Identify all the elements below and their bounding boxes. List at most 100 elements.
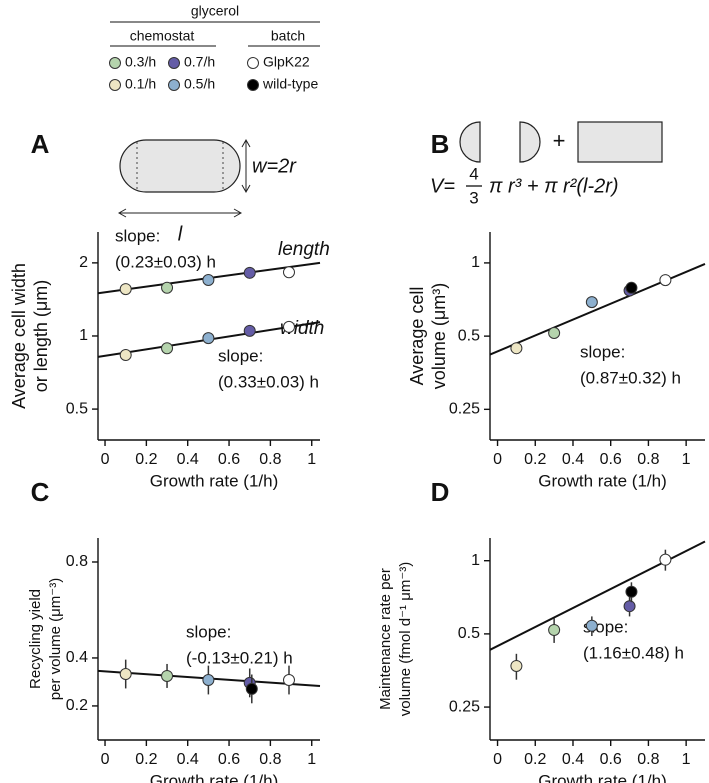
data-point [548,327,561,340]
x-tick-label: 0 [101,751,110,768]
slope-annotation: (0.87±0.32) h [580,368,681,387]
x-tick-label: 0.8 [637,751,659,768]
legend-group-title: batch [271,28,305,44]
y-axis-label: Average cell width [9,263,29,409]
data-point [585,296,598,309]
y-axis-label: Recycling yield [27,589,44,689]
data-point [161,281,174,294]
y-tick-label: 1 [471,254,480,271]
legend-swatch [168,79,180,91]
x-tick-label: 1 [682,751,691,768]
panel-letter: A [31,129,50,159]
x-tick-label: 0.8 [637,451,659,468]
data-point [202,274,215,287]
panel-letter: C [31,477,50,507]
y-tick-label: 0.8 [66,553,88,570]
legend-label: 0.3/h [125,54,156,70]
slope-annotation: (0.23±0.03) h [115,252,216,271]
slope-annotation: (-0.13±0.21) h [186,648,293,667]
y-axis-label: volume (μm³) [429,283,449,389]
x-tick-label: 0.8 [259,751,281,768]
x-axis-label: Growth rate (1/h) [538,771,667,783]
x-tick-label: 0.6 [600,751,622,768]
legend-swatch [168,57,180,69]
arrow-head [117,208,243,218]
x-tick-label: 0.6 [218,751,240,768]
y-tick-label: 0.5 [458,625,480,642]
y-tick-label: 0.25 [449,698,480,715]
formula: π r³ + π r²(l-2r) [489,175,619,197]
legend-label: 0.7/h [184,54,215,70]
data-point [282,674,295,687]
legend-swatch [109,57,121,69]
x-tick-label: 0.4 [177,751,199,768]
formula: 4 [469,164,478,183]
data-point [625,281,638,294]
slope-annotation: slope: [115,226,160,245]
diagram-label: + [553,128,566,153]
diagram-label: w=2r [252,155,297,177]
legend-title: glycerol [191,3,239,19]
arrow-head [241,138,251,194]
y-tick-label: 0.5 [66,400,88,417]
x-tick-label: 0.6 [218,451,240,468]
legend-label: 0.5/h [184,76,215,92]
data-point [659,553,672,566]
x-tick-label: 0 [101,451,110,468]
formula: 3 [469,188,478,207]
y-tick-label: 2 [79,254,88,271]
slope-annotation: (1.16±0.48) h [583,643,684,662]
y-tick-label: 0.4 [66,649,88,666]
data-point [659,274,672,287]
cylinder [577,121,663,163]
data-point [282,320,295,333]
legend-label: wild-type [262,76,318,92]
y-tick-label: 1 [79,327,88,344]
data-point [623,600,636,613]
data-point [202,674,215,687]
y-axis-label: Average cell [407,287,427,386]
x-tick-label: 1 [307,451,316,468]
data-point [585,619,598,632]
slope-annotation: slope: [218,346,263,365]
x-tick-label: 0.4 [177,451,199,468]
series-name: length [278,239,330,260]
panel-letter: B [431,129,450,159]
y-tick-label: 0.25 [449,401,480,418]
legend-swatch [247,57,259,69]
hemisphere [459,121,481,163]
legend-label: 0.1/h [125,76,156,92]
x-tick-label: 0 [493,751,502,768]
fit-line [489,263,706,356]
x-tick-label: 0.2 [524,451,546,468]
data-point [119,283,132,296]
x-tick-label: 0 [493,451,502,468]
data-point [161,669,174,682]
data-point [161,342,174,355]
x-tick-label: 1 [307,751,316,768]
data-point [510,342,523,355]
data-point [282,266,295,279]
x-tick-label: 0.2 [524,751,546,768]
data-point [119,668,132,681]
cell-capsule [119,139,241,193]
formula: V= [430,175,455,197]
data-point [243,266,256,279]
data-point [245,682,258,695]
y-axis-label: Maintenance rate per [377,568,394,710]
y-axis-label: or length (μm) [31,280,51,392]
x-tick-label: 0.2 [135,751,157,768]
y-axis-label: per volume (μm⁻³) [47,578,64,700]
y-tick-label: 0.5 [458,327,480,344]
legend-swatch [109,79,121,91]
slope-annotation: slope: [580,342,625,361]
y-tick-label: 0.2 [66,697,88,714]
data-point [625,585,638,598]
data-point [548,623,561,636]
diagram-label: l [178,223,183,245]
legend-group-title: chemostat [130,28,195,44]
x-tick-label: 1 [682,451,691,468]
data-point [510,659,523,672]
hemisphere [519,121,541,163]
